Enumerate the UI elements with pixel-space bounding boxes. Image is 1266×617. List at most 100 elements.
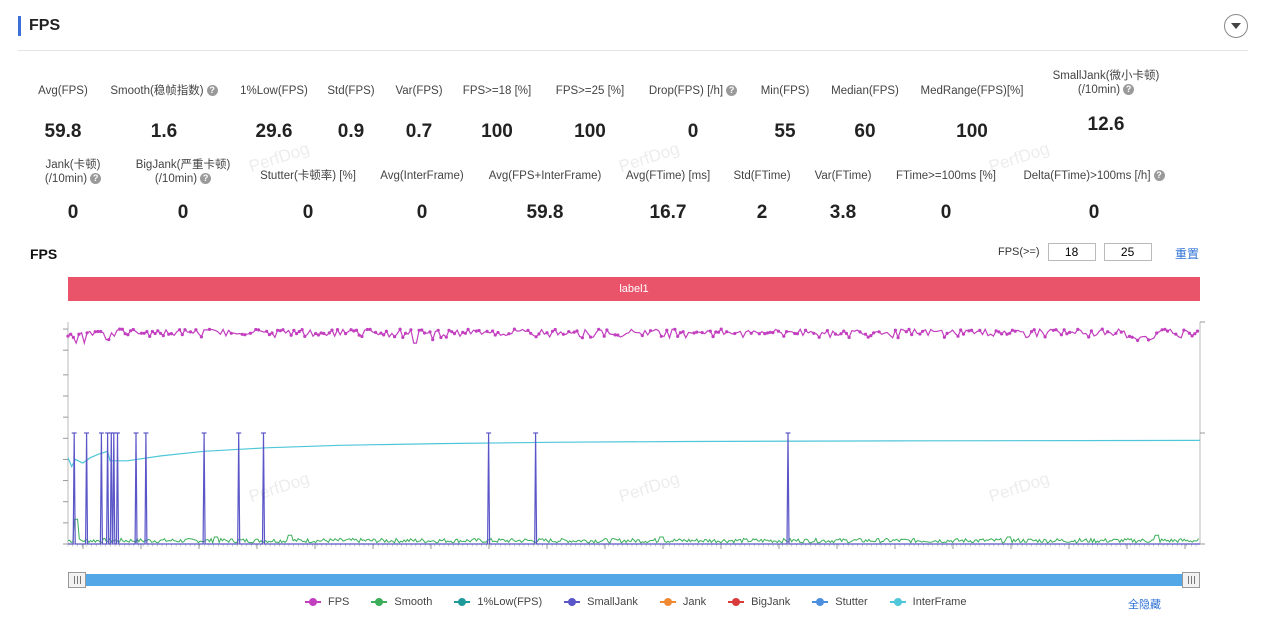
- metric-label-text: Delta(FTime)>100ms [/h]: [1023, 170, 1151, 182]
- fps-point: [733, 331, 737, 336]
- fps-point: [256, 328, 261, 332]
- fps-point: [695, 330, 699, 334]
- metric-label: Avg(FPS): [0, 84, 153, 98]
- fps-point: [229, 331, 233, 335]
- legend-item[interactable]: 1%Low(FPS): [454, 596, 542, 608]
- metric-cell: FPS>=25 [%] 100: [500, 83, 680, 143]
- metric-label-text: Avg(FPS+InterFrame): [488, 170, 602, 182]
- fps-point: [858, 330, 862, 334]
- metric-cell: FTime>=100ms [%] 0: [856, 158, 1036, 223]
- fps-point: [150, 329, 154, 334]
- metric-value: 0.7: [405, 121, 433, 142]
- fps-point: [1054, 328, 1058, 332]
- fps-point: [1087, 335, 1091, 339]
- fps-point: [466, 327, 470, 331]
- reset-link[interactable]: 重置: [1175, 247, 1200, 261]
- fps-point: [553, 327, 557, 332]
- help-icon[interactable]: ?: [1153, 170, 1165, 182]
- fps-point: [839, 332, 843, 336]
- slider-handle-right[interactable]: [1182, 572, 1200, 588]
- fps-point: [161, 334, 165, 338]
- fps-point: [1174, 332, 1178, 336]
- fps-point: [129, 329, 133, 333]
- fps-point: [297, 329, 301, 334]
- metric-value: 0: [67, 202, 79, 223]
- fps-point: [248, 331, 252, 335]
- fps-point: [450, 330, 454, 334]
- threshold-input-1[interactable]: [1047, 243, 1096, 261]
- legend-item[interactable]: FPS: [305, 596, 349, 608]
- metric-value: 16.7: [649, 202, 687, 223]
- legend-label: SmallJank: [587, 596, 638, 608]
- label-bar[interactable]: label1: [68, 277, 1200, 301]
- fps-point: [292, 328, 296, 332]
- legend-item[interactable]: Stutter: [812, 596, 868, 608]
- fps-point: [817, 335, 821, 339]
- fps-point: [1160, 328, 1164, 332]
- legend-label: Jank: [682, 596, 707, 608]
- fps-point: [918, 332, 922, 336]
- fps-point: [714, 330, 718, 334]
- help-icon[interactable]: ?: [90, 173, 102, 185]
- legend-item[interactable]: Jank: [659, 596, 707, 608]
- legend-marker: [812, 597, 829, 607]
- header-accent-bar: [18, 16, 21, 36]
- fps-point: [493, 333, 497, 337]
- metric-label: Median(FPS): [775, 84, 955, 98]
- fps-point: [118, 327, 122, 331]
- fps-point: [711, 335, 715, 339]
- legend-item[interactable]: Smooth: [371, 596, 432, 608]
- time-range-slider[interactable]: [68, 572, 1200, 588]
- fps-point: [1010, 328, 1015, 332]
- metric-cell: Delta(FTime)>100ms [/h]? 0: [1004, 158, 1184, 223]
- fps-point: [782, 334, 786, 338]
- metric-value: 0: [1088, 202, 1100, 223]
- fps-point: [496, 330, 500, 335]
- legend-item[interactable]: InterFrame: [889, 596, 966, 608]
- fps-point: [1068, 330, 1072, 334]
- fps-point: [267, 333, 271, 337]
- metric-cell: FPS>=18 [%] 100: [407, 83, 587, 143]
- fps-point: [804, 328, 808, 332]
- fps-point: [167, 332, 171, 336]
- fps-point: [194, 328, 198, 332]
- legend-marker: [454, 597, 471, 607]
- fps-point: [180, 333, 184, 337]
- fps-point: [1013, 329, 1017, 333]
- fps-point: [379, 331, 383, 335]
- metric-label-text: MedRange(FPS)[%]: [920, 85, 1024, 97]
- legend-item[interactable]: BigJank: [728, 596, 790, 608]
- fps-point: [869, 334, 873, 338]
- fps-point: [978, 328, 982, 332]
- help-icon[interactable]: ?: [1123, 84, 1135, 96]
- fps-chart: [63, 321, 1205, 549]
- hide-all-toggle[interactable]: 全隐藏: [1128, 599, 1161, 611]
- fps-point: [550, 329, 555, 333]
- help-icon[interactable]: ?: [206, 85, 218, 97]
- fps-point: [148, 334, 152, 338]
- fps-point: [368, 327, 372, 331]
- collapse-button[interactable]: [1224, 14, 1248, 38]
- slider-handle-left[interactable]: [68, 572, 86, 588]
- metric-cell: Stutter(卡顿率) [%] 0: [218, 158, 398, 223]
- help-icon[interactable]: ?: [726, 85, 738, 97]
- legend-label: Smooth: [394, 596, 433, 608]
- fps-point: [1195, 329, 1200, 333]
- fps-point: [825, 329, 830, 333]
- fps-point: [1005, 332, 1009, 336]
- help-icon[interactable]: ?: [200, 173, 212, 185]
- threshold-input-2[interactable]: [1103, 243, 1152, 261]
- metric-cell: MedRange(FPS)[%] 100: [882, 83, 1062, 143]
- metric-value: 100: [956, 121, 988, 142]
- metric-cell: Std(FTime) 2: [672, 158, 852, 223]
- fps-point: [330, 328, 334, 332]
- fps-point: [1076, 327, 1080, 331]
- metric-value: 0: [940, 202, 952, 223]
- fps-point: [866, 335, 870, 339]
- fps-point: [1136, 338, 1140, 342]
- fps-point: [463, 331, 467, 335]
- legend-item[interactable]: SmallJank: [564, 596, 638, 608]
- fps-point: [1062, 328, 1066, 332]
- chart-title: FPS: [30, 246, 58, 262]
- fps-point: [749, 331, 753, 335]
